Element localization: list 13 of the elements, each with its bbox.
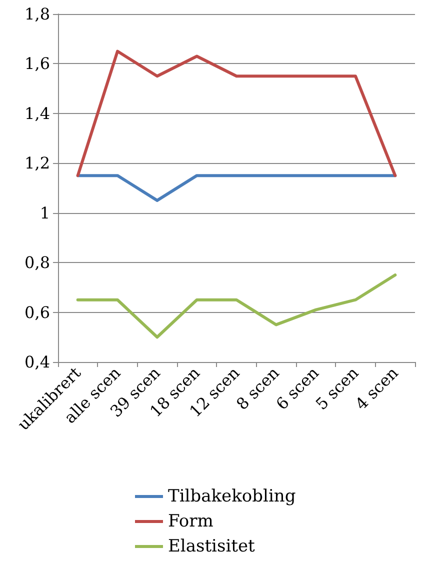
- legend-label: Tilbakekobling: [168, 486, 296, 506]
- y-tick-label: 1,6: [24, 54, 50, 74]
- y-tick-label: 1: [40, 203, 50, 222]
- legend-label: Form: [168, 512, 214, 532]
- legend-label: Elastisitet: [168, 536, 256, 556]
- line-series: [76, 274, 397, 339]
- y-tick-label: 1,2: [24, 154, 50, 173]
- y-tick-label: 0,4: [24, 352, 50, 372]
- y-tick-label: 0,8: [24, 253, 50, 272]
- y-tick-label: 1,4: [24, 104, 50, 123]
- line-series: [76, 50, 397, 178]
- y-tick-label: 0,6: [24, 302, 50, 322]
- y-tick-label: 1,8: [24, 4, 50, 24]
